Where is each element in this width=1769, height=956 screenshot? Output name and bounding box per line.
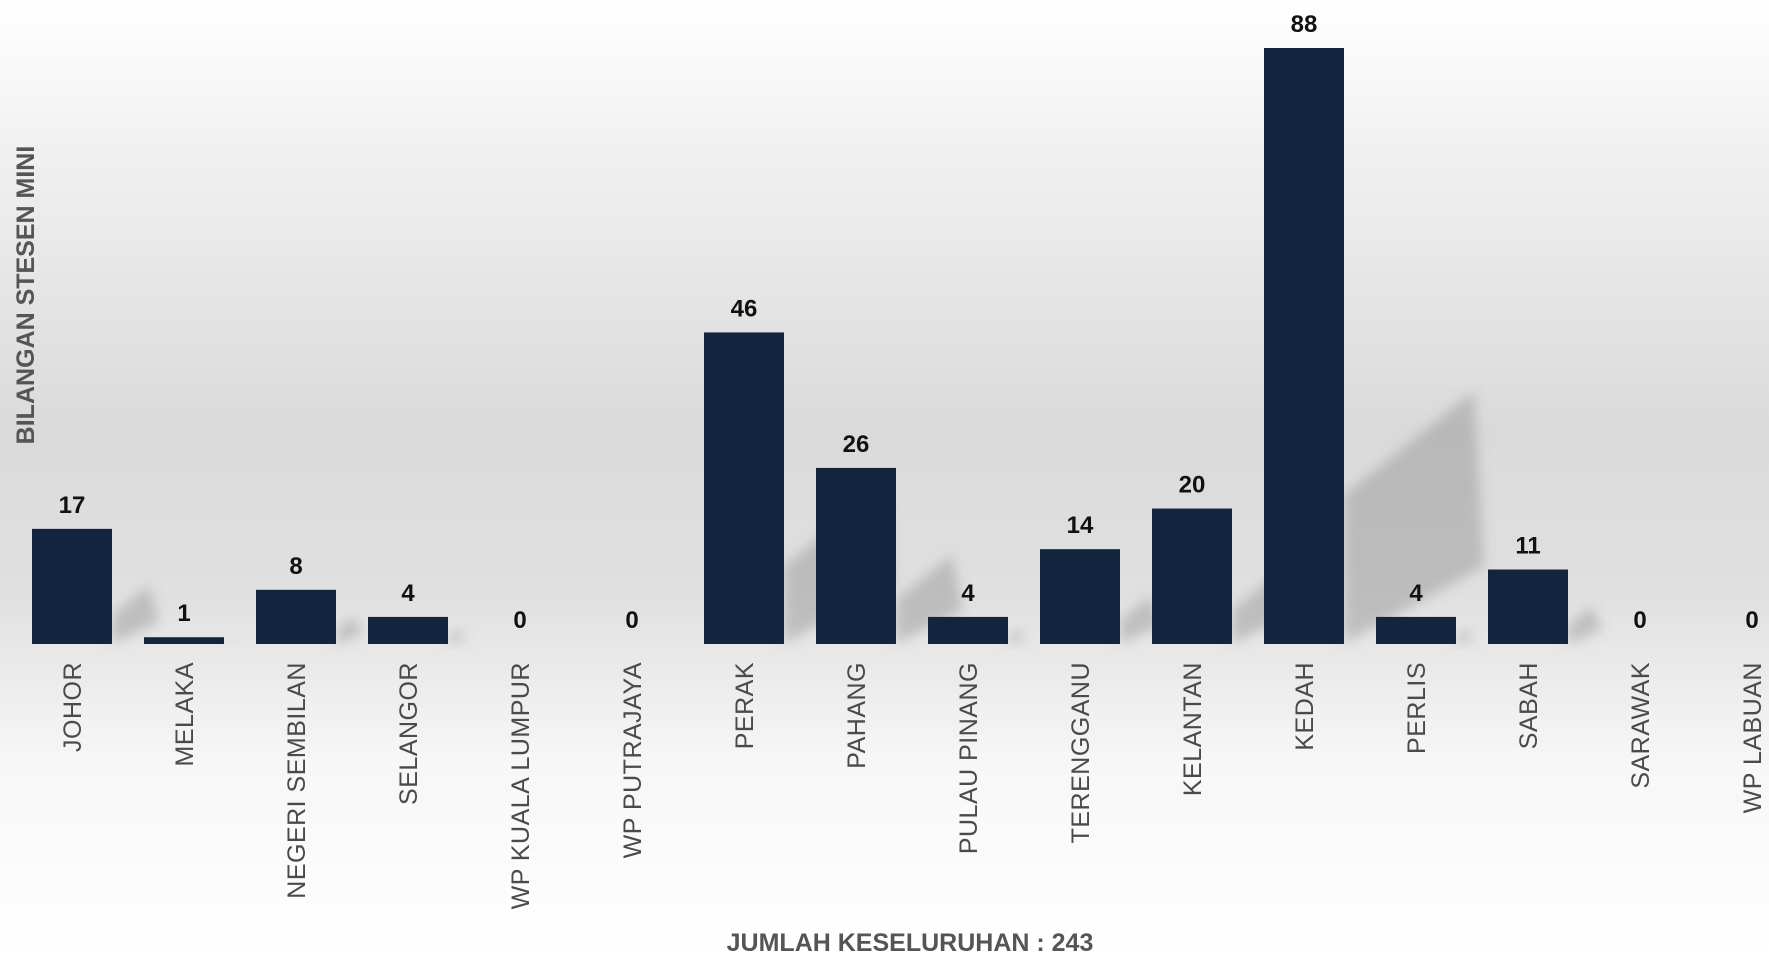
bar-melaka (144, 637, 224, 644)
category-label-kedah: KEDAH (1291, 662, 1319, 751)
bar-shadow-selangor (448, 630, 467, 644)
value-label-pahang: 26 (843, 431, 870, 458)
category-label-pulau-pinang: PULAU PINANG (955, 662, 983, 854)
category-label-terengganu: TERENGGANU (1067, 662, 1095, 843)
bar-shadow-perlis (1456, 630, 1475, 644)
value-labels: 17 1 8 4 0 0 46 26 4 14 20 88 4 11 0 0 (59, 11, 1759, 634)
category-label-pahang: PAHANG (843, 662, 871, 769)
category-label-wp-kuala-lumpur: WP KUALA LUMPUR (507, 662, 535, 909)
bar-shadow-terengganu (1120, 596, 1161, 644)
bar-shadow-sabah (1568, 606, 1602, 644)
value-label-pulau-pinang: 4 (961, 580, 975, 607)
bar-kedah (1264, 48, 1344, 644)
category-label-melaka: MELAKA (171, 662, 199, 766)
value-label-perlis: 4 (1409, 580, 1423, 607)
value-label-wp-labuan: 0 (1745, 607, 1758, 634)
category-label-perlis: PERLIS (1403, 662, 1431, 754)
bar-sabah (1488, 569, 1568, 644)
category-label-wp-putrajaya: WP PUTRAJAYA (619, 662, 647, 858)
bar-shadow-pahang (896, 554, 963, 644)
category-label-perak: PERAK (731, 662, 759, 749)
value-label-wp-kuala-lumpur: 0 (513, 607, 526, 634)
bar-perlis (1376, 616, 1456, 644)
value-label-wp-putrajaya: 0 (625, 607, 638, 634)
bar-shadow-kedah (1344, 391, 1484, 644)
value-label-perak: 46 (731, 295, 758, 322)
value-label-sabah: 11 (1515, 533, 1540, 560)
value-label-johor: 17 (59, 492, 86, 519)
bar-negeri-sembilan (256, 589, 336, 644)
bars (32, 48, 1568, 644)
bar-shadow-johor (112, 585, 159, 644)
y-axis-label: BILANGAN STESEN MINI (12, 146, 40, 445)
value-label-kelantan: 20 (1179, 472, 1206, 499)
category-label-negeri-sembilan: NEGERI SEMBILAN (283, 662, 311, 899)
value-label-negeri-sembilan: 8 (289, 553, 302, 580)
bar-shadow-pulau-pinang (1008, 630, 1027, 644)
bar-perak (704, 332, 784, 644)
value-label-selangor: 4 (401, 580, 415, 607)
x-axis-label: JUMLAH KESELURUHAN : 243 (727, 929, 1094, 956)
category-labels: JOHOR MELAKA NEGERI SEMBILAN SELANGOR WP KUA… (59, 662, 1767, 909)
bar-johor (32, 528, 112, 644)
bar-pulau-pinang (928, 616, 1008, 644)
value-label-kedah: 88 (1291, 11, 1318, 38)
value-label-melaka: 1 (177, 600, 190, 627)
bar-shadow-negeri-sembilan (336, 616, 364, 644)
category-label-wp-labuan: WP LABUAN (1739, 662, 1767, 813)
value-label-terengganu: 14 (1067, 512, 1094, 539)
bar-shadow-melaka (224, 640, 237, 644)
bar-pahang (816, 467, 896, 644)
bar-terengganu (1040, 549, 1120, 644)
category-label-sabah: SABAH (1515, 662, 1543, 749)
bar-kelantan (1152, 508, 1232, 644)
category-label-sarawak: SARAWAK (1627, 662, 1655, 789)
category-label-johor: JOHOR (59, 662, 87, 752)
category-label-kelantan: KELANTAN (1179, 662, 1207, 796)
bar-selangor (368, 616, 448, 644)
category-label-selangor: SELANGOR (395, 662, 423, 805)
value-label-sarawak: 0 (1633, 607, 1646, 634)
